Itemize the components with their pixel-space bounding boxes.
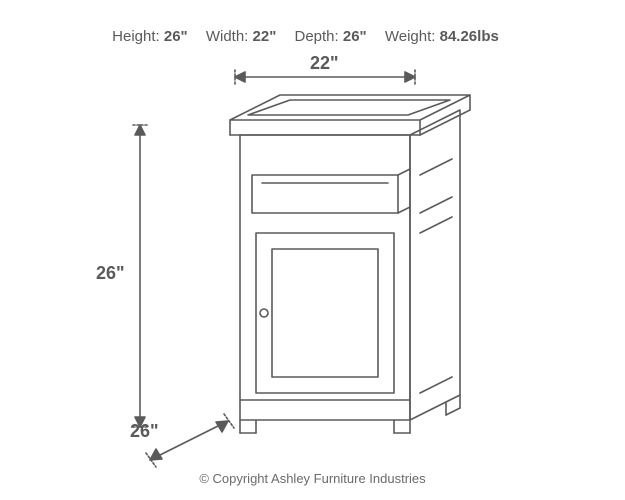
depth-label: Depth: — [295, 28, 339, 45]
furniture-line-drawing — [0, 55, 625, 475]
weight-value: 84.26lbs — [440, 28, 499, 45]
copyright-text: © Copyright Ashley Furniture Industries — [0, 471, 625, 486]
width-label: Width: — [206, 28, 249, 45]
width-callout: 22" — [310, 53, 339, 74]
depth-value: 26" — [343, 28, 367, 45]
spec-row: Height: 26" Width: 22" Depth: 26" Weight… — [0, 28, 625, 45]
depth-callout: 26" — [130, 421, 159, 442]
height-label: Height: — [112, 28, 160, 45]
width-value: 22" — [253, 28, 277, 45]
height-callout: 26" — [96, 263, 125, 284]
weight-label: Weight: — [385, 28, 436, 45]
height-value: 26" — [164, 28, 188, 45]
drawing-canvas: 22" 26" 26" — [0, 55, 625, 475]
